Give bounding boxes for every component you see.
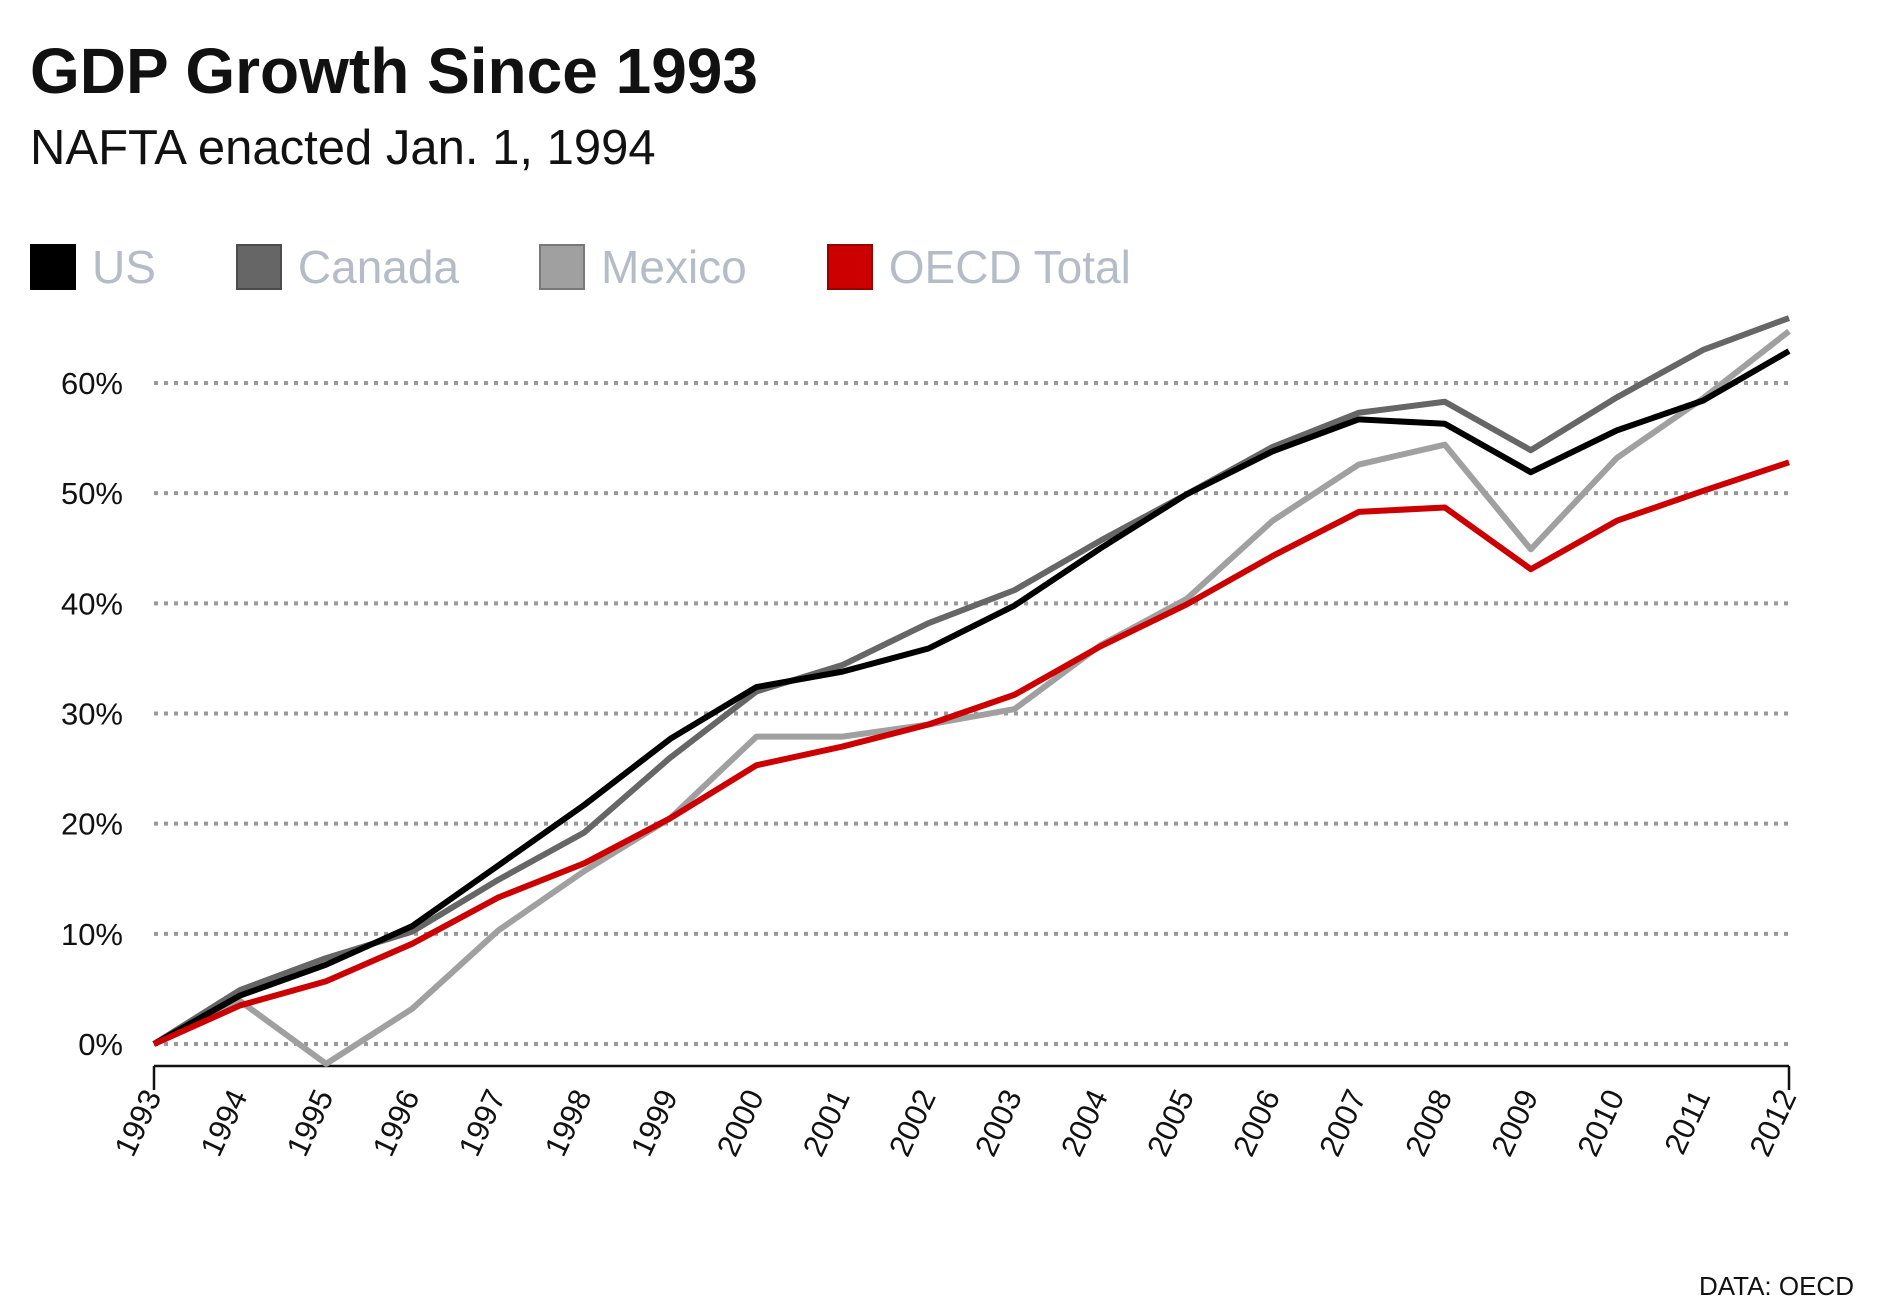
x-tick-label: 1996: [366, 1084, 427, 1161]
x-tick-label: 2010: [1570, 1084, 1631, 1161]
x-tick-label: 1998: [538, 1084, 599, 1161]
legend-swatch: [30, 244, 76, 290]
x-tick-label: 2012: [1742, 1084, 1803, 1161]
x-tick-label: 2006: [1226, 1084, 1287, 1161]
x-tick-label: 2001: [796, 1084, 857, 1161]
legend-label: Canada: [297, 241, 460, 293]
legend-label: Mexico: [601, 241, 747, 293]
x-tick-label: 1994: [194, 1084, 255, 1161]
series-line-oecd-total: [152, 459, 1790, 1047]
legend: US Canada Mexico OECD Total: [30, 240, 1211, 294]
y-tick-label: 10%: [61, 917, 123, 952]
x-tick-label: 2002: [882, 1084, 943, 1161]
y-tick-label: 0%: [78, 1027, 123, 1062]
chart-title: GDP Growth Since 1993: [30, 35, 758, 107]
series-line-us: [152, 348, 1791, 1047]
y-tick-label: 50%: [61, 476, 123, 511]
x-tick-label: 2004: [1054, 1084, 1115, 1161]
legend-item: Mexico: [539, 240, 747, 294]
series-line-canada: [152, 315, 1791, 1047]
legend-swatch: [539, 244, 586, 290]
y-tick-label: 30%: [61, 697, 123, 732]
y-tick-label: 20%: [61, 807, 123, 842]
legend-item: OECD Total: [826, 240, 1131, 294]
x-tick-label: 2008: [1398, 1084, 1459, 1161]
x-tick-label: 2003: [968, 1084, 1029, 1161]
legend-item: US: [30, 240, 156, 294]
legend-swatch: [235, 244, 282, 290]
legend-item: Canada: [235, 240, 460, 294]
series-line-mexico: [152, 328, 1791, 1067]
x-tick-label: 2000: [710, 1084, 771, 1161]
legend-swatch: [826, 244, 873, 290]
y-tick-label: 60%: [61, 366, 123, 401]
x-tick-label: 1999: [624, 1084, 685, 1161]
x-tick-label: 1995: [280, 1084, 341, 1161]
x-tick-label: 2009: [1484, 1084, 1545, 1161]
legend-label: US: [92, 241, 156, 293]
y-tick-label: 40%: [61, 586, 123, 621]
x-tick-label: 1993: [107, 1084, 168, 1161]
chart-subtitle: NAFTA enacted Jan. 1, 1994: [30, 121, 656, 175]
x-tick-label: 2011: [1657, 1084, 1717, 1159]
legend-label: OECD Total: [888, 241, 1131, 293]
source-note: DATA: OECD: [1698, 1271, 1854, 1301]
x-tick-label: 2005: [1140, 1084, 1201, 1161]
x-tick-label: 2007: [1312, 1084, 1373, 1161]
x-tick-label: 1997: [452, 1084, 513, 1161]
